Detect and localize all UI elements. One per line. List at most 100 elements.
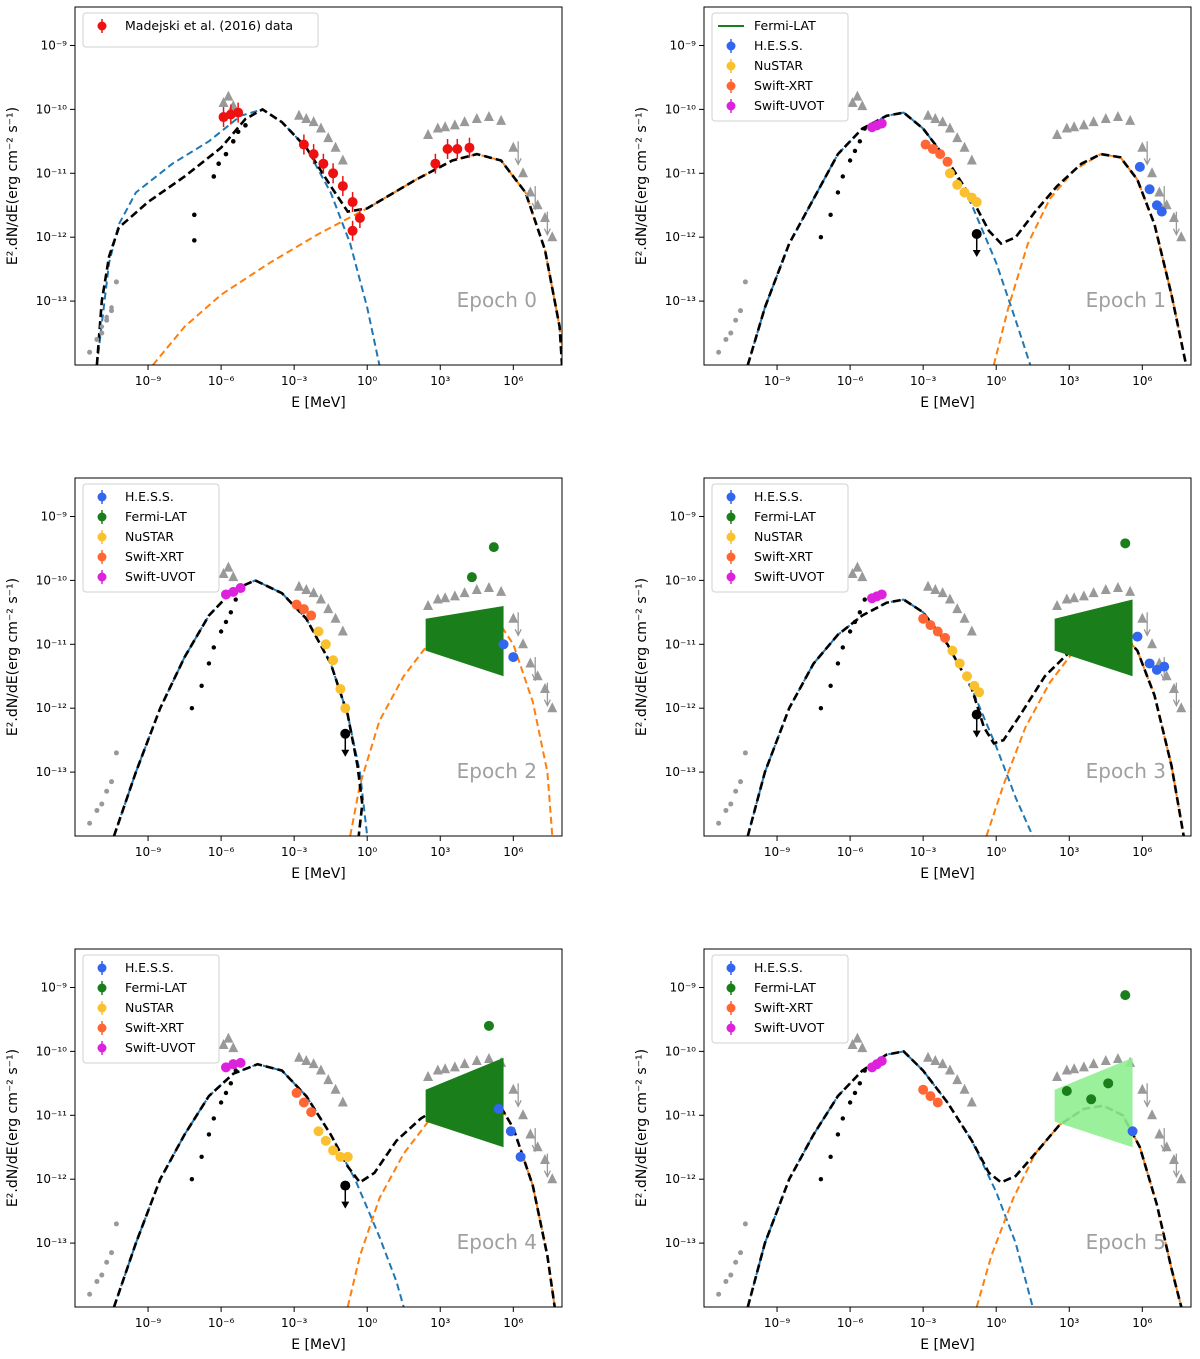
x-tick-label: 10⁻⁶ bbox=[208, 1316, 235, 1330]
archival-triangle bbox=[857, 571, 868, 582]
panel-4: 10⁻⁹ 10⁻⁶ 10⁻³ 10⁰ 10³ 10⁶ 10⁻¹³ 10⁻¹² 10⁻¹¹ 10⁻¹… bbox=[5, 948, 563, 1353]
archival-triangle bbox=[1052, 1070, 1063, 1081]
archival-point bbox=[104, 317, 110, 323]
legend-frame bbox=[82, 954, 220, 1064]
archival-triangle bbox=[315, 1064, 326, 1075]
x-tick-label: 10⁻³ bbox=[281, 374, 308, 388]
archival-triangle bbox=[930, 1054, 941, 1065]
archival-point bbox=[113, 750, 119, 756]
fermi-butterfly bbox=[425, 605, 504, 677]
archival-upper-limit-arrow bbox=[531, 1144, 539, 1153]
archival-point bbox=[113, 1221, 119, 1227]
axes-frame bbox=[703, 948, 1192, 1308]
nustar-point bbox=[961, 671, 972, 682]
archival-triangle bbox=[1168, 1154, 1179, 1165]
total-model-curve bbox=[112, 578, 364, 836]
archival-point bbox=[738, 1250, 744, 1256]
optical-point bbox=[233, 597, 238, 602]
xrt-point bbox=[291, 1087, 302, 1098]
archival-point bbox=[728, 1272, 734, 1278]
archival-triangle bbox=[952, 132, 963, 143]
legend-swatch bbox=[726, 512, 736, 522]
panel-plot-area bbox=[87, 90, 562, 365]
xrt-point bbox=[935, 149, 946, 160]
x-axis-label: E [MeV] bbox=[920, 1337, 975, 1353]
y-tick-label: 10⁻¹⁰ bbox=[36, 1044, 67, 1058]
x-tick-label: 10⁻³ bbox=[281, 845, 308, 859]
archival-triangle bbox=[1176, 1173, 1187, 1184]
archival-triangle bbox=[525, 657, 536, 668]
optical-point bbox=[189, 1176, 195, 1182]
legend: Madejski et al. (2016) data bbox=[82, 12, 319, 48]
xrt-point bbox=[942, 156, 953, 167]
archival-triangle bbox=[923, 1051, 934, 1062]
optical-point bbox=[835, 661, 841, 666]
archival-triangle bbox=[1147, 1109, 1158, 1120]
archival-triangle bbox=[423, 128, 434, 139]
archival-triangle bbox=[1137, 612, 1148, 623]
legend-swatch bbox=[726, 81, 736, 91]
optical-point bbox=[818, 1176, 824, 1182]
x-tick-label: 10⁶ bbox=[503, 845, 523, 859]
xrt-point bbox=[920, 139, 931, 150]
legend-label: H.E.S.S. bbox=[754, 489, 803, 504]
legend-label: Fermi-LAT bbox=[125, 980, 187, 995]
y-axis-label: E².dN/dE(erg cm⁻² s⁻¹) bbox=[5, 107, 21, 265]
archival-triangle bbox=[852, 90, 863, 101]
nustar-point bbox=[313, 626, 324, 637]
x-axis-label: E [MeV] bbox=[920, 395, 975, 411]
archival-triangle bbox=[930, 112, 941, 123]
uvot-point bbox=[876, 1055, 887, 1066]
archival-triangle bbox=[496, 114, 507, 125]
archival-triangle bbox=[518, 638, 529, 649]
archival-triangle bbox=[440, 121, 451, 132]
optical-point bbox=[189, 705, 195, 711]
x-tick-label: 10⁻⁹ bbox=[764, 374, 791, 388]
archival-triangle bbox=[1112, 1053, 1123, 1064]
archival-triangle bbox=[508, 1083, 519, 1094]
xrt-point bbox=[306, 610, 317, 621]
legend-frame bbox=[82, 483, 220, 593]
hess-point bbox=[1159, 661, 1170, 672]
archival-triangle bbox=[315, 122, 326, 133]
archival-triangle bbox=[966, 625, 977, 636]
archival-triangle bbox=[1168, 683, 1179, 694]
legend-swatch bbox=[726, 101, 736, 111]
archival-triangle bbox=[1176, 231, 1187, 242]
archival-triangle bbox=[330, 141, 341, 152]
archival-triangle bbox=[218, 1038, 229, 1049]
x-tick-label: 10⁻⁹ bbox=[764, 1316, 791, 1330]
nustar-point bbox=[335, 1151, 346, 1162]
archival-triangle bbox=[432, 593, 443, 604]
archival-point bbox=[109, 779, 115, 785]
optical-point bbox=[852, 148, 858, 154]
legend-swatch bbox=[97, 21, 107, 31]
archival-triangle bbox=[459, 116, 470, 127]
y-axis-label: E².dN/dE(erg cm⁻² s⁻¹) bbox=[634, 1049, 650, 1207]
archival-triangle bbox=[857, 100, 868, 111]
archival-upper-limit-arrow bbox=[1160, 673, 1168, 682]
legend-label: Madejski et al. (2016) data bbox=[125, 18, 293, 33]
archival-point bbox=[723, 807, 729, 813]
legend-swatch bbox=[726, 1003, 736, 1013]
synchrotron-curve bbox=[746, 111, 1032, 365]
black-point bbox=[192, 212, 197, 218]
hess-point bbox=[1144, 184, 1155, 195]
xrt-point bbox=[306, 1107, 317, 1118]
archival-triangle bbox=[301, 583, 312, 594]
archival-point bbox=[738, 308, 744, 314]
archival-triangle bbox=[423, 1070, 434, 1081]
archival-triangle bbox=[547, 231, 558, 242]
black-point bbox=[230, 139, 236, 144]
legend-swatch bbox=[726, 532, 736, 542]
archival-triangle bbox=[483, 582, 494, 593]
optical-point bbox=[857, 610, 863, 615]
archival-point bbox=[104, 314, 109, 320]
archival-triangle bbox=[223, 90, 234, 101]
xrt-point bbox=[932, 626, 943, 637]
x-tick-label: 10⁰ bbox=[986, 1316, 1006, 1330]
archival-triangle bbox=[539, 1154, 550, 1165]
x-tick-label: 10⁶ bbox=[1132, 374, 1152, 388]
archival-triangle bbox=[449, 1061, 460, 1072]
y-tick-label: 10⁻¹³ bbox=[665, 765, 696, 779]
